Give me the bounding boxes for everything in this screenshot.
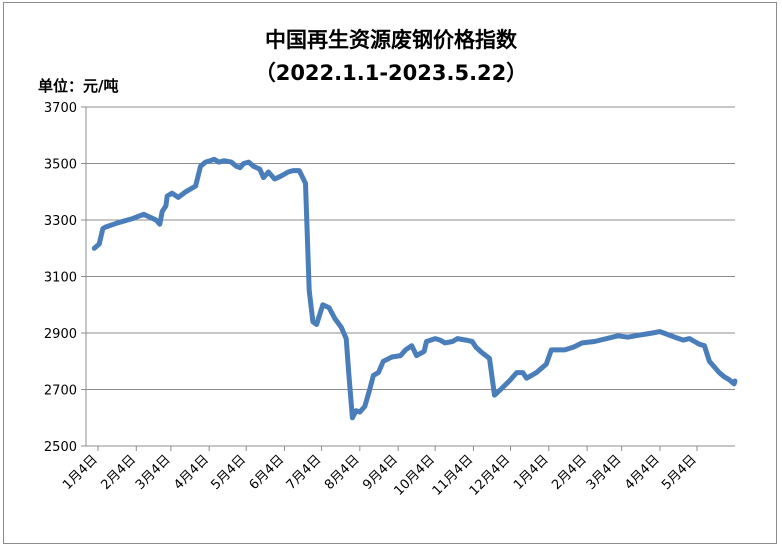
x-tick-label: 3月4日 <box>584 452 625 493</box>
y-tick-label: 3500 <box>44 158 77 173</box>
gridlines <box>86 106 735 390</box>
x-tick-label: 10月4日 <box>391 452 438 499</box>
x-tick-label: 1月4日 <box>511 452 552 493</box>
y-tick-label: 2900 <box>44 327 77 342</box>
y-tick-label: 3700 <box>44 101 77 116</box>
x-tick-label: 8月4日 <box>322 452 363 493</box>
chart-subtitle: （2022.1.1-2023.5.22） <box>254 61 528 85</box>
x-tick-label: 4月4日 <box>622 452 663 493</box>
y-tick-label: 2700 <box>44 384 77 399</box>
y-tick-label: 2500 <box>44 440 77 455</box>
x-tick-label: 1月4日 <box>60 452 101 493</box>
x-tick-label: 6月4日 <box>247 452 288 493</box>
x-tick-label: 2月4日 <box>549 452 590 493</box>
x-tick-label: 7月4日 <box>284 452 325 493</box>
series-line-0 <box>91 156 738 421</box>
y-tick-label: 3300 <box>44 214 77 229</box>
x-tick-label: 5月4日 <box>208 452 249 493</box>
x-tick-label: 12月4日 <box>467 452 514 499</box>
x-tick-label: 4月4日 <box>171 452 212 493</box>
y-tick-label: 3100 <box>44 271 77 286</box>
x-tick-labels: 1月4日2月4日3月4日4月4日5月4日6月4日7月4日8月4日9月4日10月4… <box>60 452 700 499</box>
x-tick-label: 2月4日 <box>98 452 139 493</box>
x-tick-label: 5月4日 <box>659 452 700 493</box>
chart-frame <box>3 2 777 544</box>
axes <box>81 106 735 451</box>
x-tick-label: 3月4日 <box>133 452 174 493</box>
y-tick-labels: 2500 2700 2900 3100 3300 3500 3700 <box>44 101 77 455</box>
chart-title: 中国再生资源废钢价格指数 <box>265 28 517 52</box>
unit-label: 单位：元/吨 <box>38 77 119 95</box>
series-layer <box>91 156 738 421</box>
